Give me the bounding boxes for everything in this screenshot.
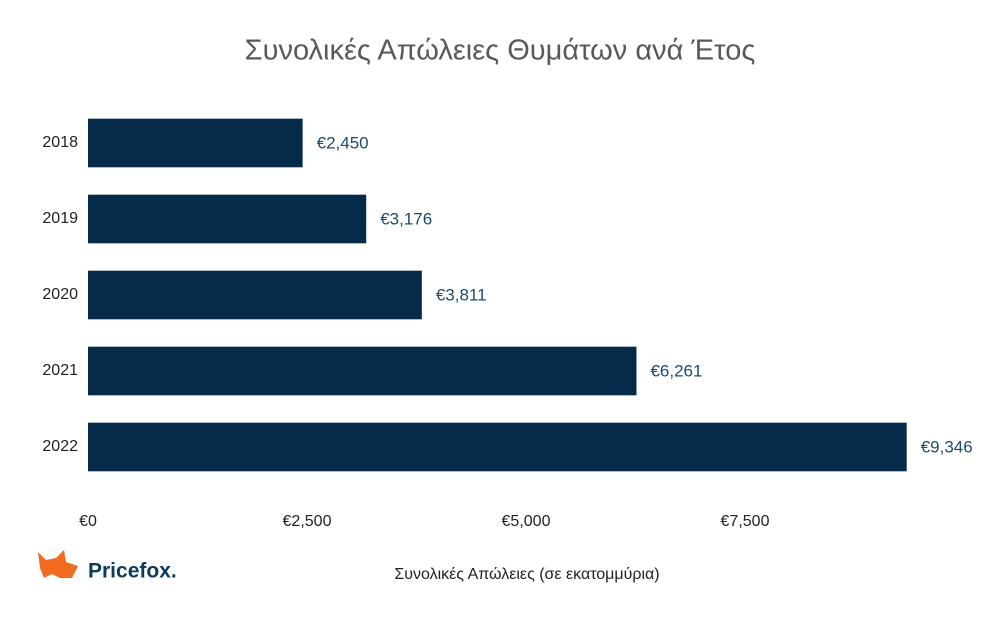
x-tick-label: €2,500 [283, 513, 332, 530]
x-tick-label: €0 [79, 513, 97, 530]
logo-icon [38, 550, 78, 578]
y-tick-label: 2020 [42, 286, 78, 303]
bar [88, 270, 422, 320]
value-label: €3,811 [436, 285, 487, 304]
x-tick-label: €5,000 [502, 513, 551, 530]
bar [88, 422, 907, 472]
value-label: €6,261 [650, 361, 702, 380]
bar [88, 118, 303, 168]
bar [88, 346, 637, 396]
x-axis-label: Συνολικές Απώλειες (σε εκατομμύρια) [394, 566, 659, 583]
chart-title: Συνολικές Απώλειες Θυμάτων ανά Έτος [245, 35, 756, 67]
value-label: €9,346 [921, 437, 973, 456]
fox-shape [38, 550, 78, 578]
y-tick-label: 2021 [42, 362, 78, 379]
value-label: €3,176 [380, 209, 432, 228]
y-tick-label: 2019 [42, 210, 78, 227]
bar [88, 194, 367, 244]
logo-text: Pricefox. [88, 560, 177, 583]
y-tick-label: 2022 [42, 438, 78, 455]
x-tick-label: €7,500 [721, 513, 770, 530]
value-label: €2,450 [317, 133, 369, 152]
y-tick-label: 2018 [42, 134, 78, 151]
